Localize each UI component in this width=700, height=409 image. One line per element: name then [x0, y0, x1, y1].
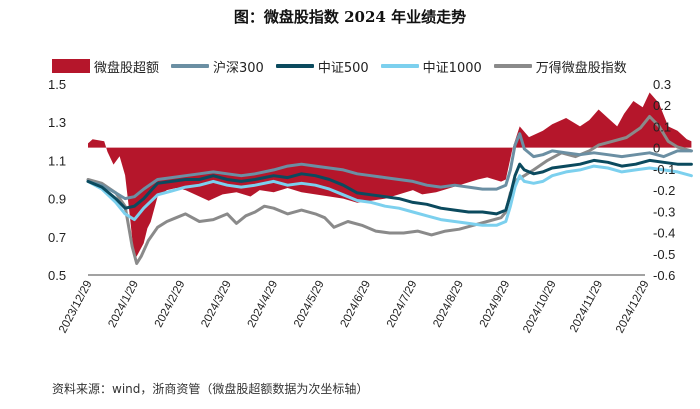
line-zz1000 — [86, 164, 693, 227]
x-axis-tick-label: 2024/8/29 — [431, 279, 466, 330]
right-axis-tick: -0.5 — [653, 247, 675, 262]
x-axis-tick-label: 2024/5/29 — [292, 279, 327, 330]
left-axis-tick: 1.1 — [48, 153, 66, 168]
line-hs300 — [86, 132, 693, 201]
x-axis-tick-label: 2024/2/29 — [153, 279, 188, 330]
x-axis-tick-label: 2024/9/29 — [478, 279, 513, 330]
legend-swatch-micro-excess — [52, 59, 90, 73]
left-axis-tick: 1.5 — [48, 77, 66, 92]
x-axis-tick-label: 2024/6/29 — [339, 279, 374, 330]
line-wind-micro — [86, 115, 693, 265]
legend-item-zz1000: 中证1000 — [380, 57, 482, 76]
right-axis-tick: 0.2 — [653, 98, 671, 113]
legend-swatch-zz1000 — [380, 64, 419, 68]
x-axis-tick-label: 2024/10/29 — [521, 279, 559, 335]
legend-swatch-hs300 — [171, 64, 210, 68]
right-axis-tick: 0.3 — [653, 77, 671, 92]
legend-label-zz1000: 中证1000 — [422, 60, 482, 76]
legend-label-micro-excess: 微盘股超额 — [94, 60, 160, 76]
left-axis-tick: 0.5 — [48, 268, 66, 283]
legend-item-micro-excess: 微盘股超额 — [52, 57, 159, 76]
right-axis-tick: 0.1 — [653, 119, 671, 134]
right-axis-tick: -0.4 — [653, 226, 675, 241]
legend-swatch-zz500 — [275, 64, 314, 68]
left-axis-tick: 0.9 — [48, 192, 66, 207]
x-axis-tick-label: 2024/7/29 — [385, 279, 420, 330]
left-axis-tick: 1.3 — [48, 115, 66, 130]
legend-item-wind-micro: 万得微盘股指数 — [493, 57, 627, 76]
legend-swatch-wind-micro — [493, 64, 532, 68]
chart-title: 图：微盘股指数 2024 年业绩走势 — [233, 8, 467, 26]
right-axis-tick: -0.6 — [653, 268, 675, 283]
right-axis-tick: -0.2 — [653, 183, 675, 198]
x-axis-tick-label: 2024/3/29 — [199, 279, 234, 330]
area-micro-excess — [88, 92, 692, 261]
x-axis-tick-label: 2024/4/29 — [246, 279, 281, 330]
right-axis-tick: -0.1 — [653, 162, 675, 177]
legend-label-wind-micro: 万得微盘股指数 — [535, 60, 627, 76]
legend-item-hs300: 沪深300 — [171, 57, 264, 76]
legend-item-zz500: 中证500 — [275, 57, 369, 76]
legend-label-hs300: 沪深300 — [213, 60, 264, 76]
x-axis-tick-label: 2024/11/29 — [568, 279, 605, 335]
source-note: 资料来源：wind，浙商资管（微盘股超额数据为次坐标轴） — [52, 382, 369, 396]
x-axis-tick-label: 2024/12/29 — [614, 279, 652, 335]
x-axis-tick-label: 2023/12/29 — [57, 279, 95, 335]
right-axis-tick: -0.3 — [653, 204, 675, 219]
legend-label-zz500: 中证500 — [317, 60, 369, 76]
left-axis-tick: 0.7 — [48, 230, 66, 245]
line-zz500 — [86, 158, 693, 216]
x-axis-tick-label: 2024/1/29 — [106, 279, 141, 330]
right-axis-tick: 0 — [653, 141, 660, 156]
legend: 微盘股超额 沪深300 中证500 中证1000 万得微盘股指数 — [52, 56, 627, 76]
